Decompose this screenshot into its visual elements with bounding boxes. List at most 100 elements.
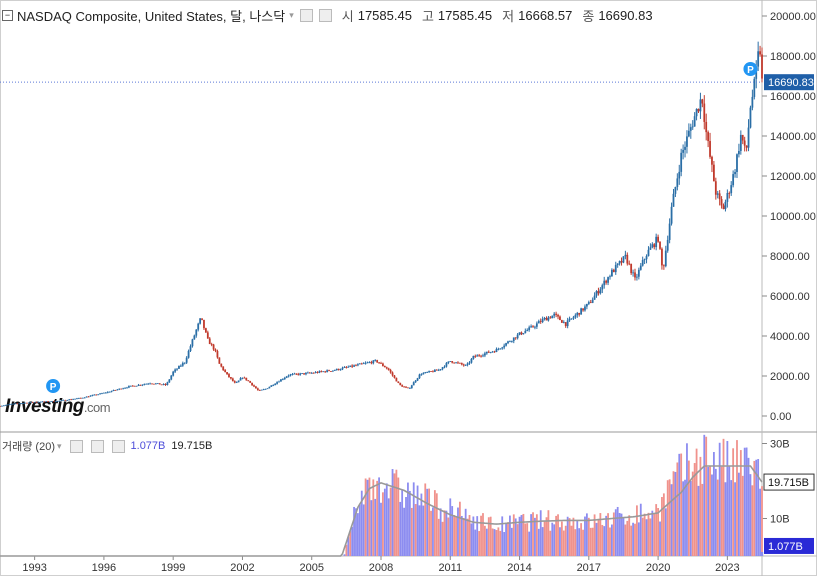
volume-bar <box>439 508 442 556</box>
high-label: 고 <box>421 9 434 24</box>
candle-body <box>278 381 280 383</box>
volume-close-icon[interactable] <box>111 439 125 453</box>
price-tick-label: 20000.00 <box>770 11 816 23</box>
hide-icon[interactable] <box>318 9 332 22</box>
candle-body <box>441 367 444 370</box>
candle-body <box>714 181 717 195</box>
volume-bar <box>722 438 725 556</box>
candle-body <box>532 326 534 328</box>
volume-settings-icon[interactable] <box>69 439 83 453</box>
volume-bar <box>626 520 629 556</box>
volume-axis: 30B 10B <box>762 439 790 526</box>
candle-body <box>512 337 515 342</box>
candle-body <box>312 372 315 374</box>
candle-body <box>599 289 602 294</box>
volume-bar <box>445 510 448 556</box>
candle-body <box>56 400 59 402</box>
candle-body <box>26 402 28 404</box>
volume-bar <box>659 521 661 556</box>
price-tick-label: 12000.00 <box>770 171 816 183</box>
volume-dropdown-icon[interactable]: ▾ <box>56 440 62 451</box>
candle-body <box>399 382 402 386</box>
candle-body <box>516 334 519 339</box>
chart-header: − NASDAQ Composite, United States, 달, 나스… <box>2 6 653 25</box>
candle-body <box>672 193 675 207</box>
volume-tick-label: 30B <box>770 439 790 451</box>
candle-body <box>24 402 26 404</box>
symbol-dropdown-icon[interactable]: ▾ <box>289 10 294 20</box>
volume-bar <box>568 518 571 556</box>
volume-bar <box>349 531 352 556</box>
candle-body <box>153 383 155 385</box>
event-marker-label: P <box>747 65 754 76</box>
volume-hide-icon[interactable] <box>90 439 104 453</box>
candle-body <box>543 317 546 319</box>
volume-bar <box>591 527 594 556</box>
volume-bar <box>472 516 475 556</box>
candle-body <box>726 193 729 202</box>
candle-body <box>299 373 302 375</box>
volume-bar <box>382 492 384 556</box>
candle-body <box>651 244 654 248</box>
volume-bar <box>399 501 402 556</box>
candle-body <box>524 330 527 334</box>
candle-body <box>624 254 627 257</box>
candle-body <box>716 193 719 195</box>
volume-bar <box>380 502 382 556</box>
candle-body <box>476 355 479 357</box>
candle-body <box>29 402 32 403</box>
volume-bar <box>362 504 365 556</box>
volume-bar <box>484 525 486 556</box>
candle-body <box>484 353 486 356</box>
candle-body <box>320 371 323 372</box>
volume-bar <box>541 527 544 556</box>
volume-bar <box>366 479 369 556</box>
candle-body <box>176 368 178 370</box>
candle-body <box>362 363 365 365</box>
candle-body <box>333 370 336 371</box>
candle-body <box>145 383 148 385</box>
candles <box>0 41 763 407</box>
candle-body <box>18 403 21 405</box>
candle-body <box>322 371 325 373</box>
event-marker: P <box>46 379 61 393</box>
volume-bar <box>420 493 423 556</box>
volume-bar <box>730 480 733 556</box>
collapse-icon[interactable]: − <box>2 10 13 21</box>
candle-body <box>230 377 232 379</box>
candle-body <box>585 303 588 307</box>
candle-body <box>718 193 721 200</box>
volume-last-badge <box>764 537 814 554</box>
candle-body <box>245 377 248 381</box>
volume-bar <box>510 527 513 556</box>
volume-bar <box>705 436 708 556</box>
candle-body <box>253 385 255 387</box>
volume-bar <box>716 479 719 556</box>
volume-bar <box>603 526 606 556</box>
candle-body <box>738 150 740 155</box>
candle-body <box>70 399 73 401</box>
settings-icon[interactable] <box>299 9 313 22</box>
volume-bar <box>501 516 504 556</box>
volume-bar <box>378 477 380 556</box>
x-tick-label: 2011 <box>438 562 462 574</box>
volume-bar <box>636 505 638 556</box>
candle-body <box>507 341 509 344</box>
candle-body <box>410 385 413 389</box>
volume-bar <box>618 512 621 556</box>
candle-body <box>630 263 633 274</box>
volume-bar <box>520 515 523 556</box>
candle-body <box>120 388 123 390</box>
volume-bar <box>703 434 706 556</box>
volume-bar <box>424 483 427 556</box>
volume-bar <box>757 459 760 556</box>
candle-body <box>495 349 498 353</box>
volume-bar <box>661 497 663 556</box>
candle-body <box>20 403 23 405</box>
candle-body <box>401 385 404 387</box>
candle-body <box>151 383 153 385</box>
candle-body <box>732 174 735 186</box>
volume-last-label: 1.077B <box>768 541 803 553</box>
candle-body <box>122 388 125 390</box>
